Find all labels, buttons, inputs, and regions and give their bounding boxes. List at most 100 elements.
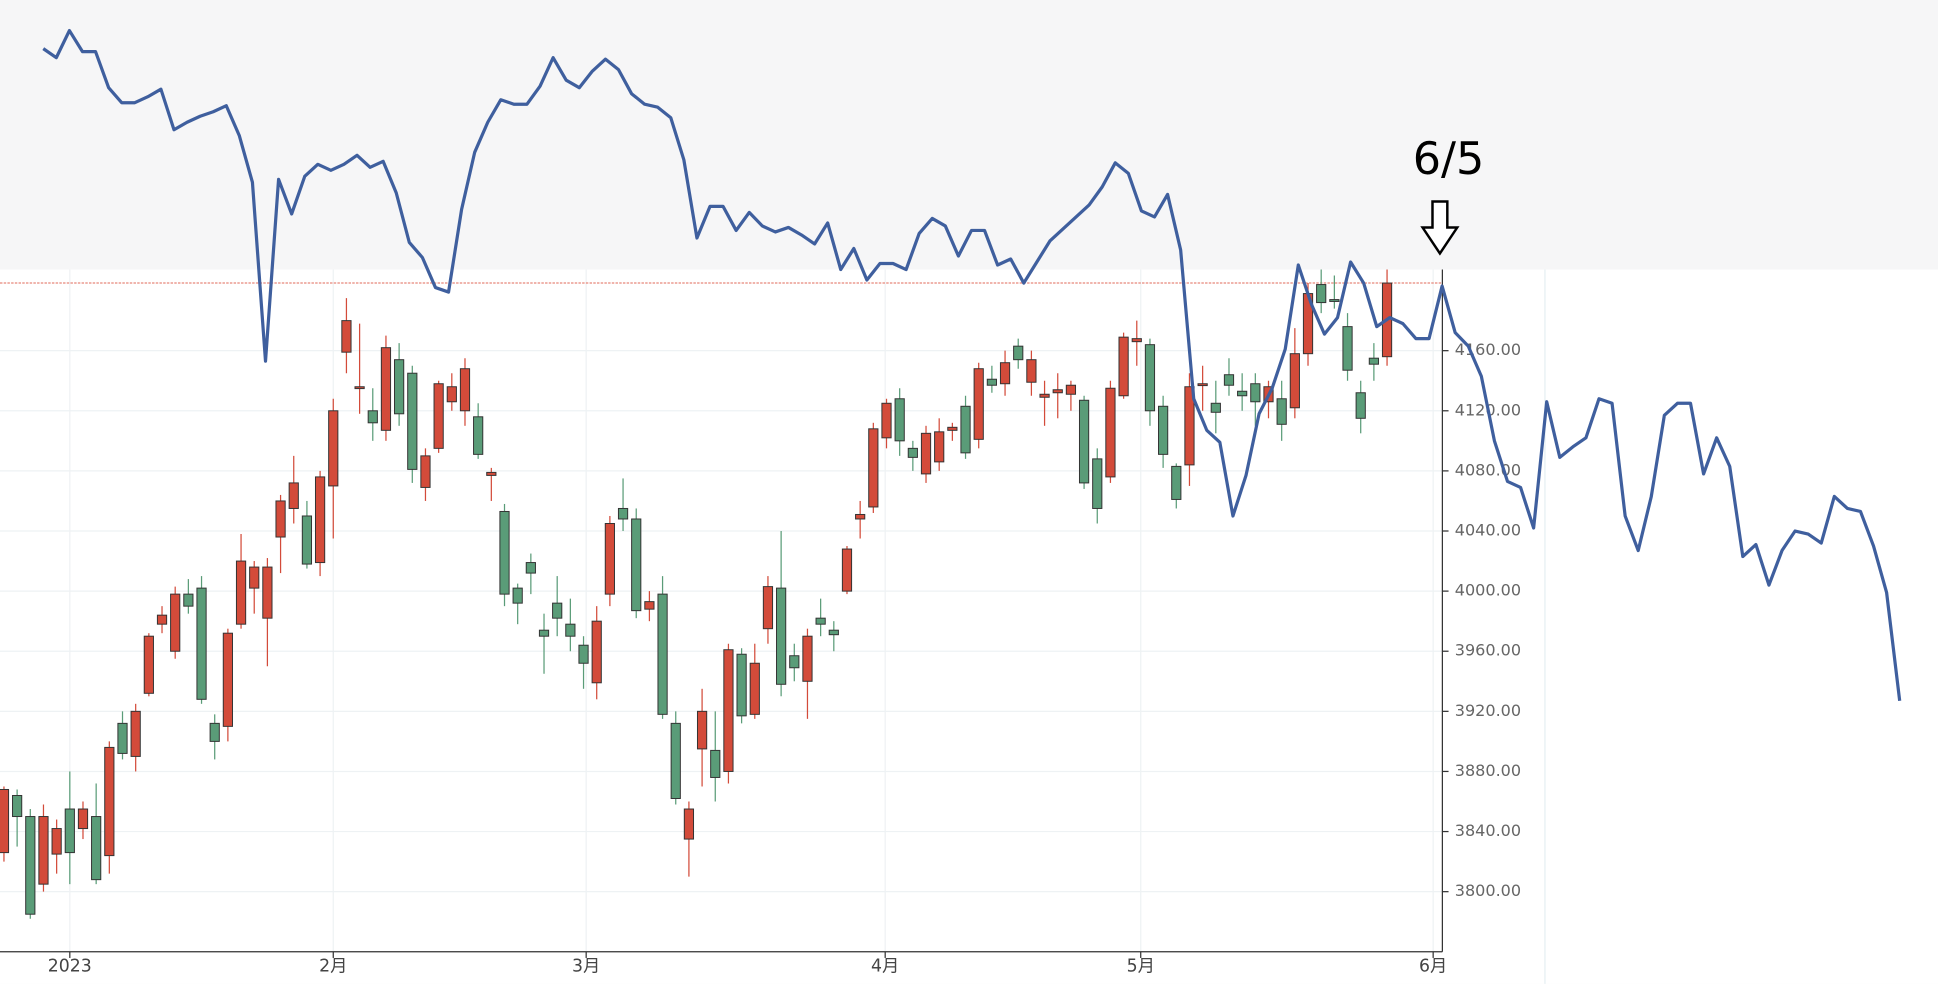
candle-body bbox=[367, 410, 378, 424]
candle-body bbox=[1026, 359, 1037, 383]
candle-body bbox=[143, 635, 154, 694]
candle-body bbox=[1316, 284, 1327, 304]
candle-body bbox=[789, 655, 800, 669]
candle-body bbox=[407, 372, 418, 470]
candle-body bbox=[117, 722, 128, 754]
candle-body bbox=[1289, 353, 1300, 409]
x-tick-label: 2月 bbox=[319, 957, 347, 977]
y-tick-label: 3960.00 bbox=[1455, 641, 1521, 660]
candle-body bbox=[104, 746, 115, 857]
x-tick-label: 2023 bbox=[48, 957, 92, 977]
candle-body bbox=[960, 405, 971, 454]
candle-body bbox=[1078, 399, 1090, 484]
candle-body bbox=[420, 455, 431, 488]
candle-body bbox=[683, 808, 695, 840]
y-tick-label: 3800.00 bbox=[1455, 881, 1521, 900]
candle-body bbox=[130, 710, 141, 757]
candle-body bbox=[565, 623, 576, 637]
candle-body bbox=[828, 629, 839, 636]
candle-body bbox=[657, 593, 668, 715]
candle-body bbox=[512, 587, 523, 604]
candle-body bbox=[380, 347, 392, 431]
candle-body bbox=[1171, 465, 1182, 500]
candle-body bbox=[314, 476, 326, 564]
candle-body bbox=[578, 644, 589, 664]
candle-body bbox=[499, 510, 510, 595]
candle-body bbox=[552, 602, 563, 619]
candle-body bbox=[1144, 344, 1156, 412]
candle-body bbox=[1065, 384, 1077, 395]
candle-body bbox=[802, 635, 813, 682]
candle-body bbox=[341, 320, 352, 353]
candle-body bbox=[446, 386, 457, 403]
candle-body bbox=[1052, 389, 1063, 394]
candle-body bbox=[0, 788, 10, 854]
candle-body bbox=[459, 368, 471, 412]
candle-body bbox=[91, 816, 102, 881]
candle-body bbox=[170, 593, 181, 652]
candle-body bbox=[973, 368, 984, 440]
candle-body bbox=[196, 587, 207, 700]
candle-body bbox=[696, 710, 708, 750]
candle-body bbox=[604, 522, 615, 595]
candle-body bbox=[776, 587, 787, 685]
candle-body bbox=[617, 507, 629, 520]
candle-body bbox=[473, 416, 484, 455]
candle-body bbox=[25, 816, 36, 915]
candle-body bbox=[288, 482, 299, 509]
x-tick-label: 6月 bbox=[1419, 957, 1447, 977]
candle-body bbox=[1355, 392, 1366, 419]
candle-body bbox=[354, 386, 365, 390]
candle-body bbox=[275, 500, 286, 538]
candle-body bbox=[999, 362, 1011, 385]
candle-body bbox=[894, 398, 905, 442]
candle-body bbox=[736, 653, 747, 717]
candle-body bbox=[156, 614, 168, 625]
candle-body bbox=[1118, 336, 1129, 397]
annotation: 6/5 bbox=[1413, 134, 1485, 185]
candle-body bbox=[762, 586, 774, 630]
y-tick-label: 4000.00 bbox=[1455, 581, 1521, 600]
candle-body bbox=[38, 816, 49, 885]
candle-body bbox=[525, 562, 536, 574]
candle-body bbox=[1329, 299, 1340, 302]
candle-body bbox=[1342, 326, 1353, 371]
candle-body bbox=[1210, 402, 1221, 413]
candle-body bbox=[670, 722, 681, 799]
candle-body bbox=[262, 566, 273, 619]
candle-body bbox=[1131, 338, 1142, 343]
annotation-arrow bbox=[1420, 200, 1460, 256]
candle-body bbox=[538, 629, 550, 637]
outer-background bbox=[1544, 269, 1938, 984]
candle-body bbox=[1223, 374, 1235, 386]
candle-body bbox=[868, 428, 879, 508]
candle-body bbox=[1368, 357, 1379, 365]
candle-body bbox=[394, 359, 405, 415]
candle-body bbox=[881, 402, 892, 439]
candle-body bbox=[1276, 398, 1287, 425]
candle-body bbox=[1184, 386, 1195, 466]
overlay-line bbox=[42, 28, 1902, 702]
candle-body bbox=[855, 513, 866, 520]
candle-body bbox=[433, 383, 444, 449]
candle-body bbox=[815, 617, 826, 625]
y-tick-label: 4080.00 bbox=[1455, 460, 1521, 479]
candle-body bbox=[1237, 390, 1248, 397]
candle-body bbox=[1092, 458, 1103, 509]
x-tick-label: 3月 bbox=[572, 957, 600, 977]
candle-body bbox=[77, 808, 89, 830]
y-tick-label: 3920.00 bbox=[1455, 701, 1521, 720]
candle-body bbox=[486, 471, 497, 476]
candle-body bbox=[947, 426, 958, 431]
candle-body bbox=[235, 560, 247, 625]
candle-body bbox=[934, 431, 945, 463]
candle-body bbox=[64, 808, 75, 854]
candle-body bbox=[986, 378, 997, 386]
candle-body bbox=[907, 447, 918, 458]
candle-body bbox=[222, 632, 233, 727]
candle-body bbox=[209, 722, 220, 742]
y-tick-label: 4040.00 bbox=[1455, 521, 1521, 540]
candle-body bbox=[1250, 383, 1261, 403]
candle-body bbox=[710, 749, 721, 778]
